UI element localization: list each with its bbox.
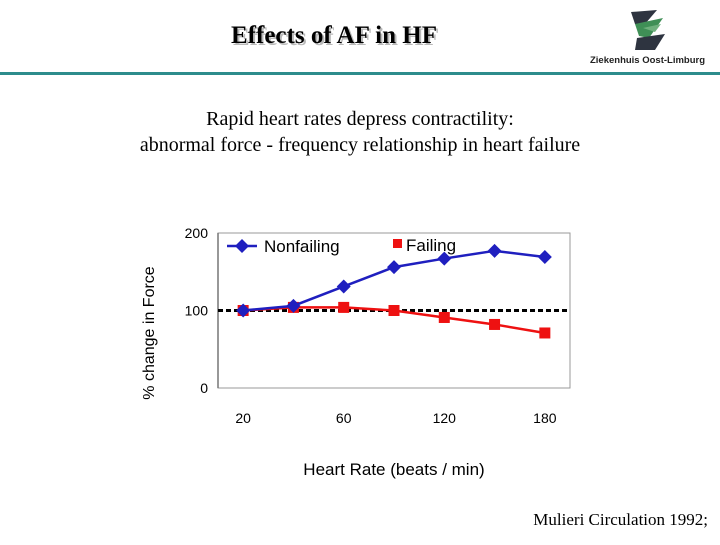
data-point-nonfailing — [537, 250, 552, 265]
data-point-nonfailing — [286, 298, 301, 313]
header-divider — [0, 72, 720, 75]
data-point-failing — [438, 311, 450, 323]
citation: Mulieri Circulation 1992; — [533, 510, 708, 529]
x-tick-label: 120 — [433, 410, 457, 426]
x-axis-title: Heart Rate (beats / min) — [303, 460, 484, 479]
slide-title: Effects of AF in HF — [231, 22, 437, 49]
y-tick-label: 100 — [185, 303, 209, 319]
x-tick-label: 180 — [533, 410, 557, 426]
data-point-failing — [539, 327, 551, 339]
x-tick-label: 20 — [235, 410, 251, 426]
subtitle: Rapid heart rates depress contractility:… — [0, 106, 720, 158]
data-point-failing — [388, 305, 400, 316]
data-point-nonfailing — [437, 251, 452, 266]
data-point-failing — [338, 301, 350, 313]
logo-icon — [631, 10, 665, 50]
y-tick-label: 200 — [185, 225, 209, 241]
subtitle-line-1: Rapid heart rates depress contractility: — [206, 108, 514, 130]
data-point-nonfailing — [487, 243, 502, 258]
logo-text: Ziekenhuis Oost-Limburg — [589, 55, 706, 66]
hospital-logo: Ziekenhuis Oost-Limburg — [575, 4, 720, 70]
data-point-nonfailing — [336, 279, 351, 294]
legend-label-nonfailing: Nonfailing — [264, 237, 340, 256]
legend-marker-failing — [393, 239, 402, 248]
legend-marker-nonfailing — [235, 239, 249, 253]
y-axis-title: % change in Force — [141, 266, 158, 400]
data-point-nonfailing — [387, 260, 401, 275]
x-tick-label: 60 — [336, 410, 352, 426]
y-tick-label: 0 — [200, 380, 208, 396]
series-line-nonfailing — [243, 249, 546, 312]
data-point-nonfailing — [236, 303, 251, 318]
subtitle-line-2: abnormal force - frequency relationship … — [139, 134, 581, 156]
legend-label-failing: Failing — [406, 236, 456, 255]
data-point-failing — [489, 318, 501, 330]
